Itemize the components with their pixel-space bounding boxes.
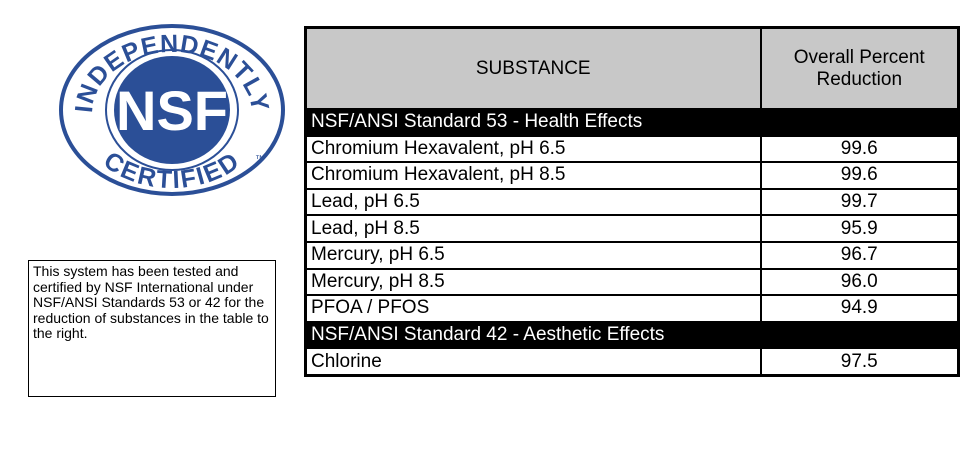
center-disk: [114, 56, 230, 164]
header-cell: Overall Percent Reduction: [759, 26, 960, 110]
data-row: Mercury, pH 6.5 96.7: [304, 240, 960, 270]
inner-ring: [105, 49, 239, 171]
section-row: NSF/ANSI Standard 42 - Aesthetic Effects: [304, 320, 960, 350]
data-row: Chlorine 97.5: [304, 347, 960, 377]
substance: Lead, pH 8.5: [304, 214, 762, 243]
nsf-logo: INDEPENDENTLY CERTIFIED NSF ™: [59, 24, 285, 196]
substance: Chlorine: [304, 347, 762, 377]
data-row: Chromium Hexavalent, pH 6.5 99.6: [304, 134, 960, 164]
reduction: 99.6: [759, 134, 960, 164]
reduction: 96.7: [759, 240, 960, 270]
header-row: SUBSTANCE Overall Percent Reduction: [304, 26, 960, 110]
section-title: NSF/ANSI Standard 42 - Aesthetic Effects: [304, 320, 960, 350]
substance: Chromium Hexavalent, pH 8.5: [304, 161, 762, 190]
reduction: 96.0: [759, 267, 960, 297]
data-row: Mercury, pH 8.5 96.0: [304, 267, 960, 297]
substance: Mercury, pH 6.5: [304, 240, 762, 270]
section-row: NSF/ANSI Standard 53 - Health Effects: [304, 108, 960, 137]
trademark: ™: [255, 154, 265, 165]
section-title: NSF/ANSI Standard 53 - Health Effects: [304, 108, 960, 137]
data-row: Lead, pH 6.5 99.7: [304, 187, 960, 217]
substance: PFOA / PFOS: [304, 294, 762, 323]
reduction: 94.9: [759, 294, 960, 323]
data-row: Lead, pH 8.5 95.9: [304, 214, 960, 243]
data-row: PFOA / PFOS 94.9: [304, 294, 960, 323]
reduction: 99.7: [759, 187, 960, 217]
substance: Mercury, pH 8.5: [304, 267, 762, 297]
reduction: 97.5: [759, 347, 960, 377]
certification-note: This system has been tested and certifie…: [28, 260, 276, 397]
reduction-table: SUBSTANCE Overall Percent Reduction NSF/AN…: [304, 26, 960, 377]
reduction: 95.9: [759, 214, 960, 243]
substance: Chromium Hexavalent, pH 6.5: [304, 134, 762, 164]
substance: Lead, pH 6.5: [304, 187, 762, 217]
data-row: Chromium Hexavalent, pH 8.5 99.6: [304, 161, 960, 190]
header-cell: SUBSTANCE: [304, 26, 762, 110]
reduction: 99.6: [759, 161, 960, 190]
logo-center: NSF: [116, 79, 228, 142]
